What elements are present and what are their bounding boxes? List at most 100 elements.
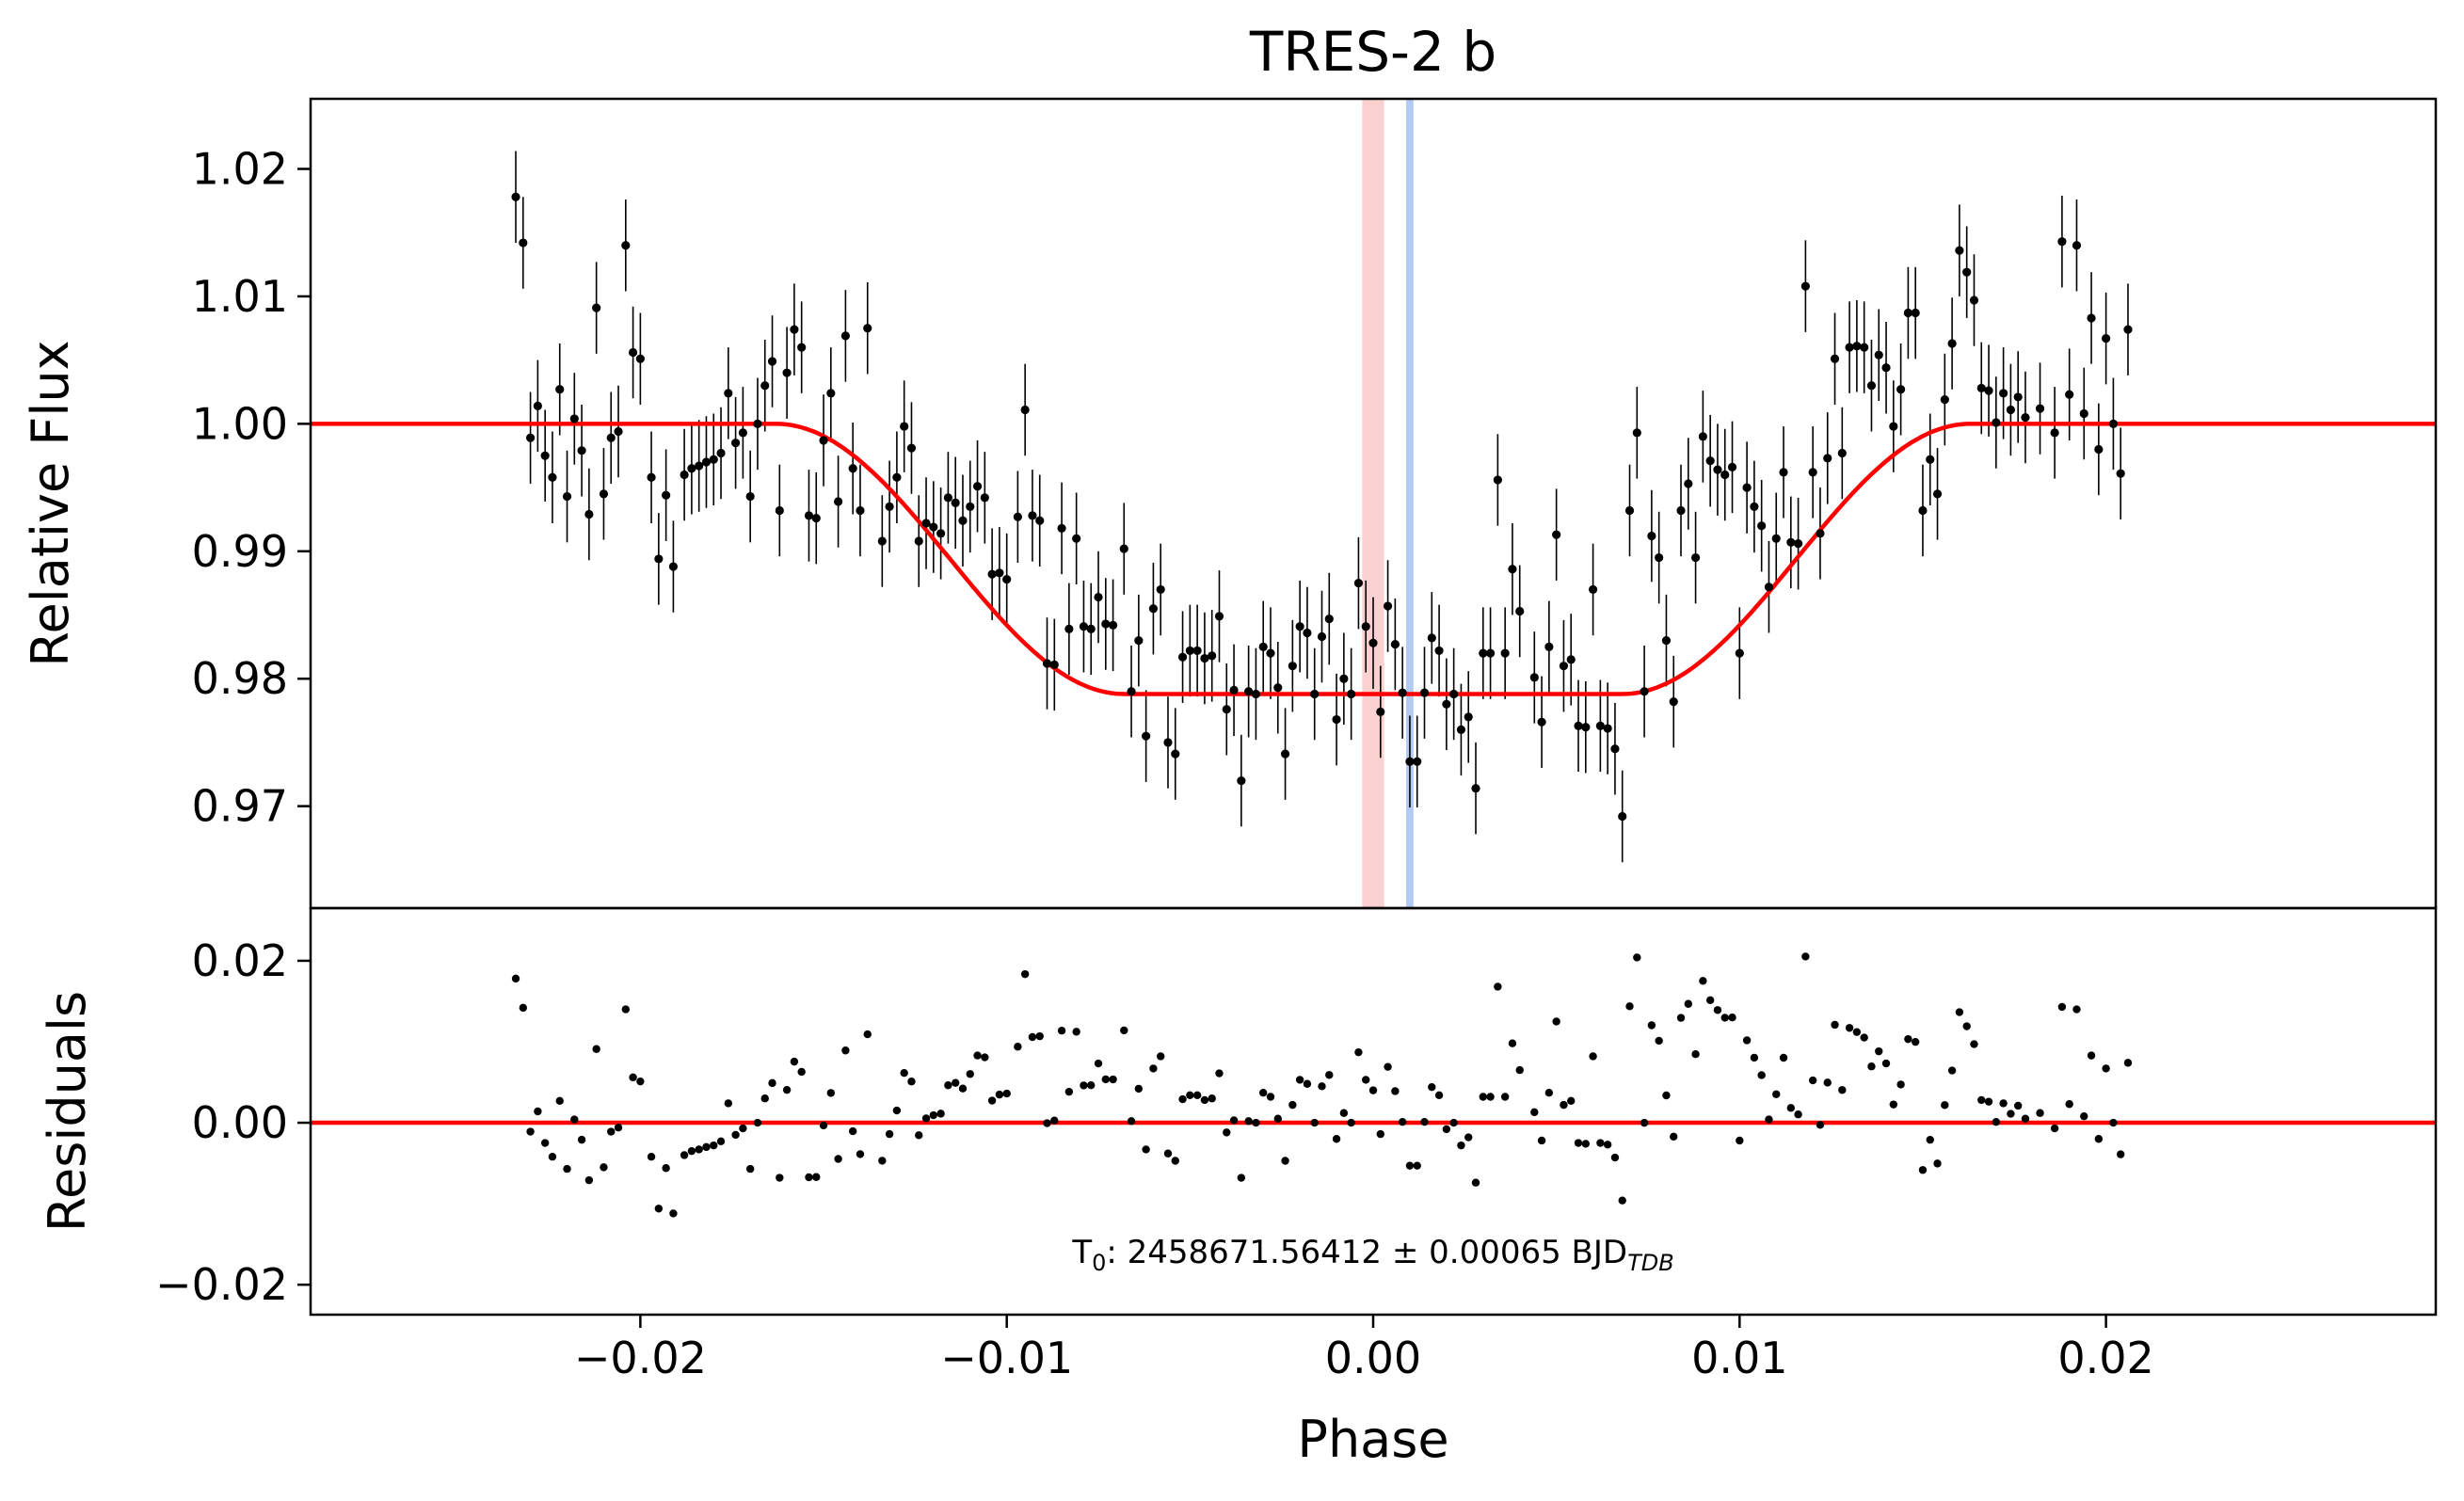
residual-data-point — [1544, 1089, 1554, 1097]
flux-data-point — [826, 389, 836, 398]
residual-data-point — [1064, 1087, 1074, 1096]
residual-data-point — [753, 1118, 762, 1127]
flux-data-point — [900, 422, 909, 431]
flux-data-point — [1661, 635, 1672, 646]
flux-data-point — [2079, 408, 2088, 419]
flux-data-point — [745, 491, 755, 502]
residual-data-point — [1259, 1089, 1268, 1097]
residual-data-point — [966, 1070, 974, 1078]
residual-data-point — [1713, 1006, 1722, 1014]
flux-data-point — [1390, 640, 1400, 649]
residual-data-point — [1596, 1139, 1605, 1147]
residual-data-point — [1625, 1002, 1634, 1011]
residual-data-point — [1244, 1117, 1253, 1126]
flux-data-point — [1419, 688, 1430, 697]
flux-data-point — [1969, 295, 1979, 305]
flux-data-point — [1434, 646, 1444, 656]
residual-data-point — [819, 1121, 828, 1130]
residual-data-point — [1808, 1076, 1817, 1085]
ingress-uncertainty-band-red — [1362, 99, 1384, 908]
residual-data-point — [1750, 1053, 1759, 1062]
residual-data-point — [1816, 1121, 1825, 1129]
residual-data-point — [863, 1030, 872, 1039]
residual-data-point — [944, 1081, 952, 1090]
flux-data-point — [724, 389, 733, 398]
residual-data-point — [1911, 1037, 1920, 1046]
flux-data-point — [1493, 475, 1502, 485]
residual-data-point — [1428, 1082, 1436, 1092]
residual-data-point — [1508, 1039, 1517, 1047]
residual-data-point — [1640, 1118, 1649, 1127]
residual-data-point — [1237, 1174, 1246, 1182]
x-tick-label: 0.02 — [2057, 1333, 2153, 1383]
residual-data-point — [1127, 1117, 1136, 1126]
flux-data-point — [782, 368, 792, 377]
flux-data-point — [662, 490, 671, 500]
flux-data-point — [1595, 721, 1605, 730]
residual-data-point — [1354, 1047, 1363, 1057]
residual-data-point — [1303, 1079, 1312, 1088]
residual-data-point — [1845, 1024, 1854, 1032]
residual-data-point — [1020, 969, 1030, 979]
residual-data-point — [1984, 1097, 1993, 1106]
flux-data-point — [1764, 583, 1774, 592]
flux-data-point — [980, 493, 989, 503]
flux-data-point — [1786, 537, 1796, 547]
flux-data-point — [1376, 707, 1385, 717]
flux-data-point — [1669, 696, 1678, 707]
flux-data-point — [1156, 584, 1165, 595]
flux-data-point — [716, 448, 726, 458]
flux-data-point — [668, 562, 679, 571]
residual-data-point — [1332, 1135, 1341, 1143]
residual-data-point — [1618, 1196, 1626, 1205]
residual-data-point — [1574, 1139, 1583, 1147]
x-tick-label: 0.00 — [1325, 1333, 1421, 1383]
residual-data-point — [951, 1078, 960, 1087]
residual-data-point — [1002, 1089, 1011, 1098]
residual-data-point — [776, 1174, 784, 1182]
flux-data-point — [1035, 516, 1045, 525]
flux-data-point — [1127, 687, 1136, 696]
residual-data-point — [1457, 1141, 1465, 1150]
flux-data-point — [1222, 705, 1231, 714]
residual-data-point — [1368, 1086, 1378, 1094]
flux-data-point — [628, 347, 638, 358]
flux-data-point — [1727, 462, 1737, 472]
flux-data-point — [654, 554, 664, 564]
flux-data-point — [1101, 619, 1111, 629]
residual-data-point — [1072, 1028, 1080, 1036]
predicted-midtime-band-blue — [1406, 99, 1414, 908]
flux-data-point — [1405, 757, 1415, 766]
flux-data-point — [1094, 592, 1103, 602]
flux-data-point — [569, 414, 579, 423]
residual-data-point — [1831, 1020, 1839, 1030]
residual-data-point — [2007, 1110, 2015, 1118]
residual-data-point — [1860, 1033, 1868, 1042]
residual-data-point — [826, 1089, 836, 1097]
residual-data-point — [1684, 999, 1693, 1008]
flux-data-point — [1171, 749, 1180, 758]
residual-data-point — [1662, 1091, 1671, 1100]
residual-data-point — [2109, 1118, 2118, 1127]
residual-data-point — [1200, 1095, 1209, 1105]
flux-data-point — [1208, 651, 1217, 661]
flux-data-point — [1566, 655, 1576, 664]
residual-data-point — [600, 1163, 608, 1172]
flux-data-point — [1347, 689, 1356, 699]
flux-data-point — [1757, 521, 1767, 531]
flux-data-point — [1383, 601, 1393, 611]
flux-data-point — [1148, 604, 1159, 614]
residual-data-point — [519, 1003, 527, 1013]
flux-data-point — [1647, 531, 1656, 541]
flux-data-point — [1072, 534, 1081, 543]
flux-data-point — [1999, 389, 2008, 398]
flux-data-point — [2050, 428, 2059, 438]
flux-data-point — [914, 536, 923, 546]
residual-data-point — [1867, 1062, 1876, 1071]
residual-data-point — [1043, 1119, 1051, 1127]
flux-data-point — [1881, 363, 1891, 373]
residual-data-point — [1904, 1034, 1912, 1044]
residual-data-point — [1163, 1149, 1173, 1158]
residual-data-point — [1347, 1118, 1355, 1127]
